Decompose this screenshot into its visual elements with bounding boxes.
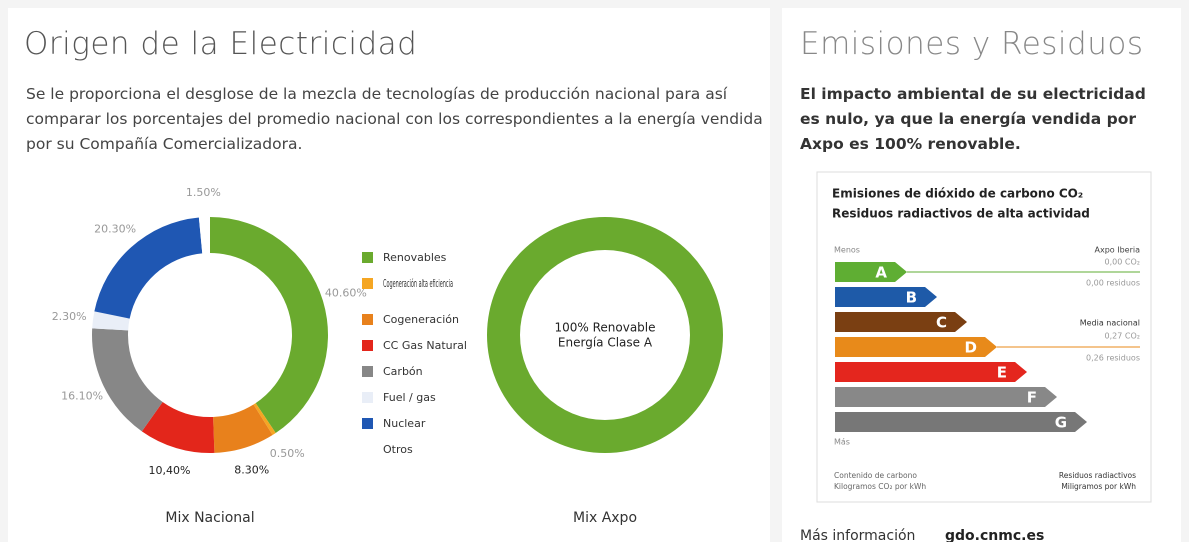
rating-bar (835, 337, 997, 357)
legend-label: CC Gas Natural (383, 339, 467, 352)
rating-letter: D (965, 339, 977, 357)
rating-letter: E (997, 364, 1007, 382)
legend-swatch (362, 340, 373, 351)
slice-label: 16.10% (61, 390, 103, 403)
axpo-info: Axpo Iberia (1095, 246, 1141, 255)
center-label: Energía Clase A (558, 336, 653, 350)
slice-label: 10,40% (149, 464, 191, 477)
footer-right: Miligramos por kWh (1061, 482, 1136, 491)
axpo-info: 0,00 CO₂ (1105, 258, 1140, 267)
legend-swatch (362, 278, 373, 289)
slice-label: 8.30% (234, 464, 269, 477)
donut-slice (94, 217, 203, 319)
label-title: Emisiones de dióxido de carbono CO₂ (832, 187, 1083, 201)
slice-label: 0.50% (270, 447, 305, 460)
more-info-label: Más información (800, 528, 915, 542)
legend-label: Nuclear (383, 417, 426, 430)
legend-label: Carbón (383, 365, 423, 378)
donut-slice (198, 217, 210, 254)
title: Origen de la Electricidad (24, 26, 418, 62)
legend-label: Otros (383, 443, 413, 456)
legend-label: Renovables (383, 251, 447, 264)
slice-label: 40.60% (325, 287, 367, 300)
rating-letter: G (1055, 414, 1067, 432)
media-info: 0,27 CO₂ (1105, 332, 1140, 341)
center-label: 100% Renovable (554, 321, 655, 335)
legend-swatch (362, 252, 373, 263)
donut-slice (92, 311, 130, 331)
rating-bar (835, 287, 937, 307)
media-info: Media nacional (1080, 319, 1140, 328)
description: El impacto ambiental de su electricidad … (800, 85, 1146, 153)
legend-swatch (362, 418, 373, 429)
chart-caption: Mix Axpo (573, 510, 637, 526)
donut-slice (213, 404, 273, 453)
donut-slice (141, 401, 215, 453)
rating-bar (835, 362, 1027, 382)
label-title: Residuos radiactivos de alta actividad (832, 207, 1090, 221)
rating-letter: A (875, 264, 887, 282)
legend-swatch (362, 392, 373, 403)
more: Más (834, 438, 850, 447)
rating-bar (835, 262, 907, 282)
more-info-link: gdo.cnmc.es (945, 528, 1044, 542)
rating-bar (835, 312, 967, 332)
chart-caption: Mix Nacional (165, 510, 254, 526)
slice-label: 20.30% (94, 222, 136, 235)
legend-label: Fuel / gas (383, 391, 436, 404)
legend-label: Cogeneración (383, 313, 459, 326)
footer-left: Contenido de carbono (834, 471, 917, 480)
donut-slice (91, 328, 163, 432)
footer-left: Kilogramos CO₂ por kWh (834, 482, 926, 491)
less: Menos (834, 246, 860, 255)
rating-bar (835, 387, 1057, 407)
footer-right: Residuos radiactivos (1059, 471, 1136, 480)
media-info: 0,26 residuos (1086, 354, 1140, 363)
description: Se le proporciona el desglose de la mezc… (26, 85, 763, 153)
donut-slice (253, 403, 276, 436)
legend-swatch (362, 366, 373, 377)
legend-label: Cogeneración alta eficiencia (383, 277, 453, 290)
rating-bar (835, 412, 1087, 432)
legend-swatch (362, 314, 373, 325)
rating-letter: F (1027, 389, 1037, 407)
title: Emisiones y Residuos (800, 26, 1144, 62)
rating-letter: C (936, 314, 947, 332)
slice-label: 2.30% (52, 310, 87, 323)
slice-label: 1.50% (186, 186, 221, 199)
donut-slice (210, 217, 328, 434)
axpo-info: 0,00 residuos (1086, 279, 1140, 288)
rating-letter: B (906, 289, 917, 307)
